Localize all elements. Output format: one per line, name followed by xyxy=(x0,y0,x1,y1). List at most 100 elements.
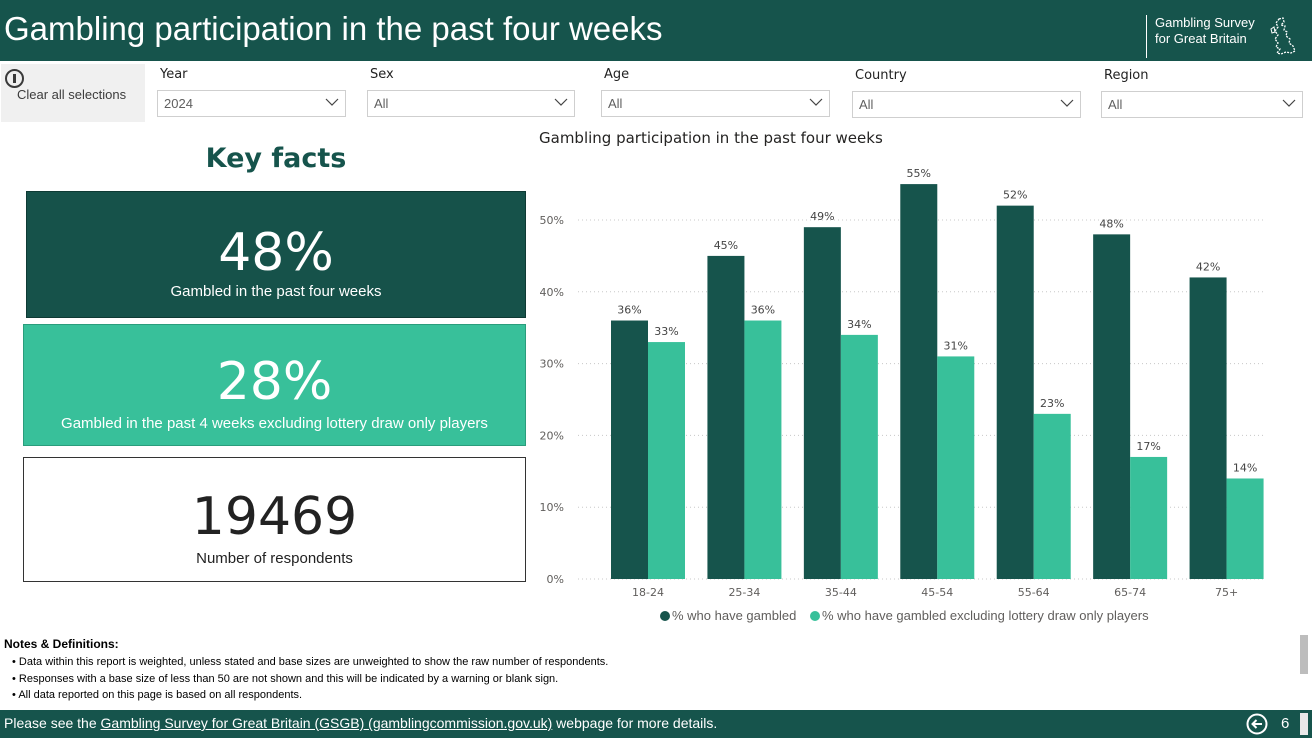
chevron-down-icon xyxy=(1282,99,1296,107)
logo-line-1: Gambling Survey xyxy=(1155,15,1255,30)
notes-heading: Notes & Definitions: xyxy=(4,637,119,651)
footer-bar: Please see the Gambling Survey for Great… xyxy=(0,710,1312,738)
sex-dropdown-value: All xyxy=(374,96,389,111)
x-tick-label: 75+ xyxy=(1215,586,1238,599)
country-filter-label: Country xyxy=(855,68,907,83)
bar-excluding-lottery xyxy=(840,334,878,579)
chevron-down-icon xyxy=(554,98,568,106)
legend-marker xyxy=(660,611,670,621)
data-label: 31% xyxy=(944,339,968,352)
data-label: 52% xyxy=(1003,189,1027,202)
notes-item: • Data within this report is weighted, u… xyxy=(12,656,609,668)
respondents-card: 19469 Number of respondents xyxy=(23,457,526,582)
y-tick-label: 50% xyxy=(540,214,564,227)
y-tick-label: 0% xyxy=(547,573,564,586)
x-tick-label: 55-64 xyxy=(1018,586,1050,599)
bar-gambled xyxy=(611,320,648,579)
data-label: 17% xyxy=(1136,440,1160,453)
bar-gambled xyxy=(803,227,841,579)
gsgb-webpage-link[interactable]: Gambling Survey for Great Britain (GSGB)… xyxy=(100,715,553,731)
age-dropdown[interactable]: All xyxy=(601,90,830,117)
bar-gambled xyxy=(1093,234,1131,580)
bar-gambled xyxy=(900,184,938,579)
chevron-down-icon xyxy=(325,98,339,106)
footer-text: Please see the Gambling Survey for Great… xyxy=(4,715,717,731)
key-facts-heading: Key facts xyxy=(205,143,347,174)
bar-excluding-lottery xyxy=(1130,456,1168,579)
region-filter-label: Region xyxy=(1104,68,1149,83)
bar-excluding-lottery xyxy=(937,356,975,579)
chevron-down-icon xyxy=(1060,99,1074,107)
legend-label: % who have gambled xyxy=(672,608,796,623)
notes-list: • Data within this report is weighted, u… xyxy=(12,654,608,704)
year-dropdown-value: 2024 xyxy=(164,96,193,111)
country-dropdown[interactable]: All xyxy=(852,91,1081,118)
data-label: 23% xyxy=(1040,397,1064,410)
gambled-percentage-value: 48% xyxy=(218,223,334,283)
data-label: 45% xyxy=(714,239,738,252)
legend-label: % who have gambled excluding lottery dra… xyxy=(822,608,1149,623)
notes-item-text: Responses with a base size of less than … xyxy=(18,672,559,685)
footer-scrollbar[interactable] xyxy=(1300,713,1308,735)
back-arrow-icon[interactable] xyxy=(1246,713,1268,735)
y-tick-label: 10% xyxy=(540,501,564,514)
gambled-percentage-caption: Gambled in the past four weeks xyxy=(170,283,382,300)
chevron-down-icon xyxy=(809,98,823,106)
clear-all-selections-button[interactable]: Clear all selections xyxy=(1,64,145,122)
notes-scrollbar[interactable] xyxy=(1300,635,1308,674)
logo-line-2: for Great Britain xyxy=(1155,31,1247,46)
data-label: 48% xyxy=(1099,217,1123,230)
bar-excluding-lottery xyxy=(1226,478,1264,579)
data-label: 36% xyxy=(751,304,775,317)
age-dropdown-value: All xyxy=(608,96,623,111)
header-bar: Gambling participation in the past four … xyxy=(0,0,1312,61)
y-tick-label: 40% xyxy=(540,286,564,299)
notes-item-text: All data reported on this page is based … xyxy=(18,689,303,701)
x-tick-label: 65-74 xyxy=(1114,586,1146,599)
participation-bar-chart: 0% 10% 20% 30% 40% 50% 36% 33% 18-24 45% 36% 25-34 4… xyxy=(540,167,1265,623)
x-tick-label: 35-44 xyxy=(825,586,857,599)
bar-excluding-lottery xyxy=(648,342,685,579)
data-label: 36% xyxy=(617,304,641,317)
year-filter-label: Year xyxy=(160,67,188,82)
region-dropdown[interactable]: All xyxy=(1101,91,1303,118)
clear-all-selections-label: Clear all selections xyxy=(17,87,127,102)
respondents-count-value: 19469 xyxy=(191,487,358,547)
legend-marker xyxy=(810,611,820,621)
footer-suffix: webpage for more details. xyxy=(552,715,718,731)
data-label: 33% xyxy=(654,325,678,338)
bar-excluding-lottery xyxy=(1033,413,1071,579)
page-title: Gambling participation in the past four … xyxy=(4,10,663,47)
notes-item: • Responses with a base size of less tha… xyxy=(12,672,559,685)
notes-item: • All data reported on this page is base… xyxy=(12,689,303,701)
x-tick-label: 18-24 xyxy=(632,586,664,599)
gambled-excluding-lottery-card: 28% Gambled in the past 4 weeks excludin… xyxy=(23,324,526,446)
data-label: 55% xyxy=(907,167,931,180)
footer-prefix: Please see the xyxy=(4,715,101,731)
great-britain-map-icon xyxy=(1270,17,1296,55)
respondents-count-caption: Number of respondents xyxy=(196,550,353,567)
country-dropdown-value: All xyxy=(859,97,874,112)
notes-item-text: Data within this report is weighted, unl… xyxy=(18,656,609,668)
sex-dropdown[interactable]: All xyxy=(367,90,575,117)
chart-title: Gambling participation in the past four … xyxy=(539,129,883,147)
x-tick-label: 25-34 xyxy=(728,586,760,599)
excluding-lottery-percentage-caption: Gambled in the past 4 weeks excluding lo… xyxy=(61,415,488,432)
data-label: 34% xyxy=(847,318,871,331)
data-label: 42% xyxy=(1196,260,1220,273)
y-tick-label: 30% xyxy=(540,358,564,371)
data-label: 49% xyxy=(810,210,834,223)
region-dropdown-value: All xyxy=(1108,97,1123,112)
sex-filter-label: Sex xyxy=(370,67,394,82)
x-tick-label: 45-54 xyxy=(921,586,953,599)
gambled-past-four-weeks-card: 48% Gambled in the past four weeks xyxy=(26,191,526,318)
data-label: 14% xyxy=(1233,461,1257,474)
bar-gambled xyxy=(996,205,1034,579)
year-dropdown[interactable]: 2024 xyxy=(157,90,346,117)
age-filter-label: Age xyxy=(604,67,630,82)
page-number: 6 xyxy=(1281,715,1290,732)
bar-gambled xyxy=(1189,277,1227,579)
bar-excluding-lottery xyxy=(744,320,782,579)
y-tick-label: 20% xyxy=(540,429,564,442)
bar-gambled xyxy=(707,255,745,579)
